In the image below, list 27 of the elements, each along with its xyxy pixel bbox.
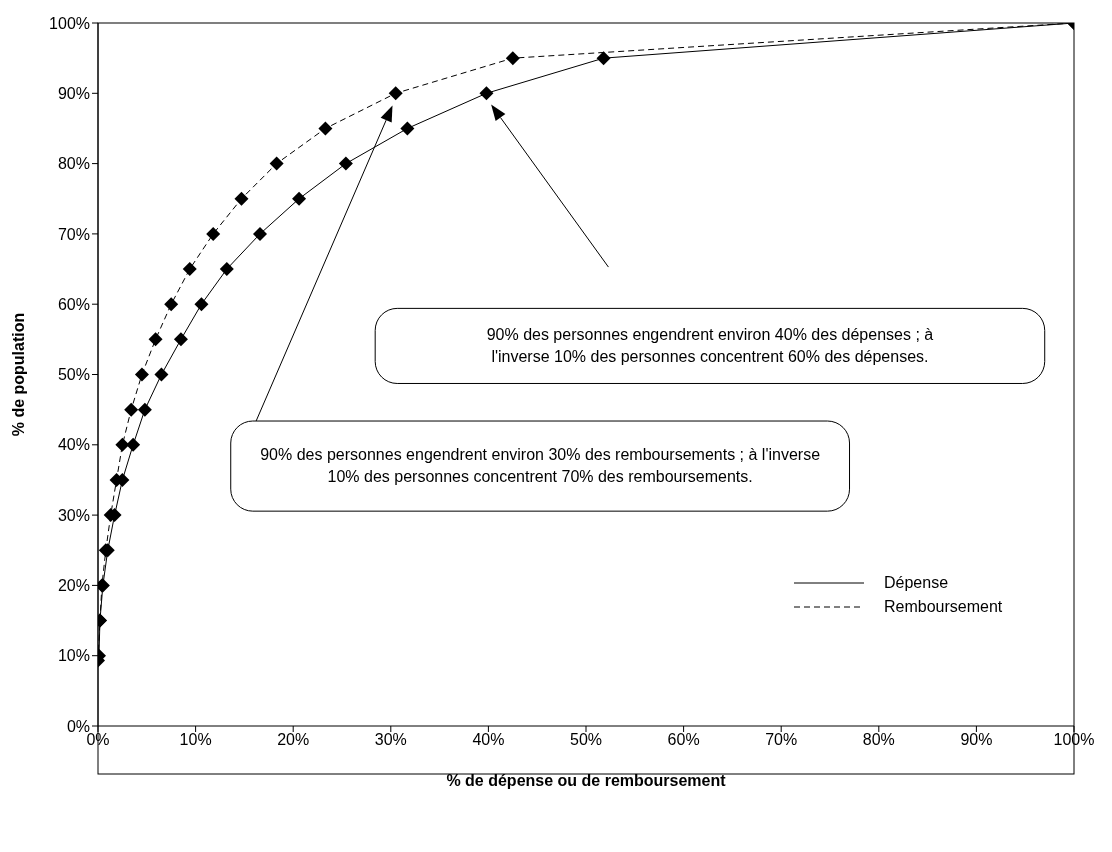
y-tick-label: 50% <box>57 366 90 384</box>
x-tick-label: 0% <box>86 731 110 749</box>
x-tick-label: 80% <box>862 731 895 749</box>
x-tick-label: 40% <box>472 731 505 749</box>
y-tick-label: 10% <box>57 647 90 665</box>
x-tick-label: 30% <box>374 731 407 749</box>
x-tick-label: 100% <box>1053 731 1095 749</box>
legend-label: Remboursement <box>884 598 1003 617</box>
y-axis-title: % de population <box>9 312 27 437</box>
x-tick-label: 50% <box>569 731 603 749</box>
y-tick-label: 70% <box>57 225 90 243</box>
y-tick-label: 20% <box>57 577 90 595</box>
x-tick-label: 20% <box>277 731 310 749</box>
x-tick-label: 70% <box>765 731 798 749</box>
x-tick-label: 10% <box>179 731 212 749</box>
y-tick-label: 30% <box>57 506 90 524</box>
y-tick-label: 60% <box>57 295 90 313</box>
x-tick-label: 60% <box>667 731 700 749</box>
y-tick-label: 40% <box>57 436 90 454</box>
y-tick-label: 80% <box>57 155 90 173</box>
annotation: 90% des personnes engendrent environ 30% des remboursements ; à l'inverse 10% des personnes concentrent 70% des remboursements. <box>259 445 822 488</box>
y-tick-label: 90% <box>57 84 90 102</box>
x-axis-title: % de dépense ou de remboursement <box>446 772 727 789</box>
legend-label: Dépense <box>884 574 949 593</box>
y-tick-label: 100% <box>49 14 90 32</box>
annotation: 90% des personnes engendrent environ 40% des dépenses ; à l'inverse 10% des personnes concentrent 60% des dépenses. <box>485 324 935 367</box>
x-tick-label: 90% <box>960 731 993 749</box>
